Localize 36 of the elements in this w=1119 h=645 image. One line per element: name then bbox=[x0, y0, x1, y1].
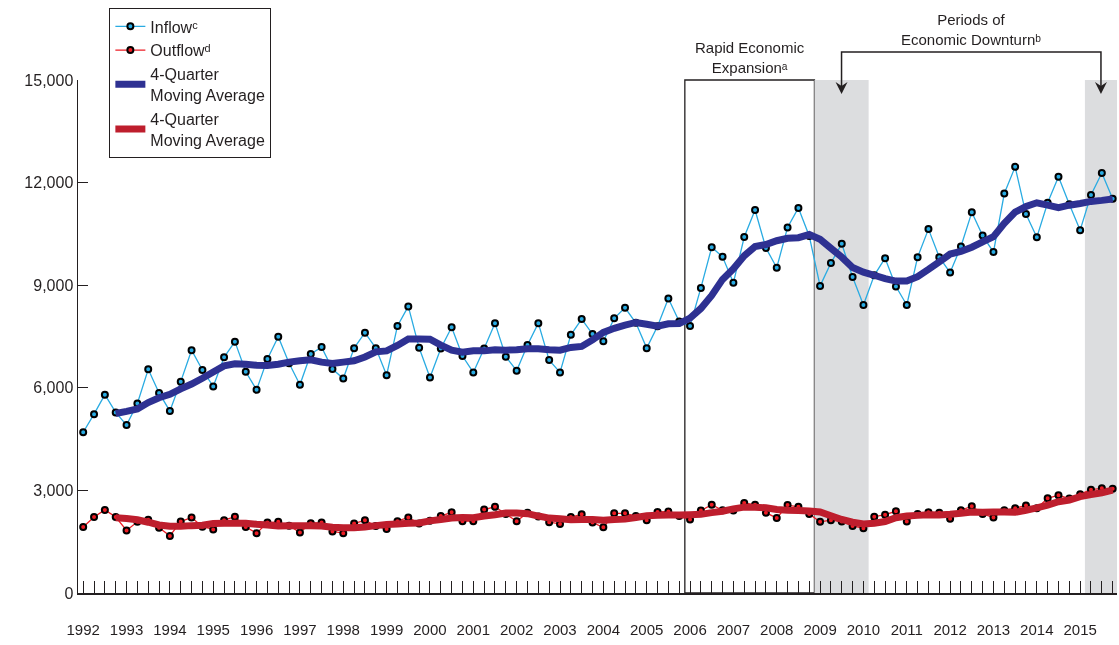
x-tick-label: 2004 bbox=[586, 620, 621, 638]
x-tick-label: 2013 bbox=[976, 620, 1011, 638]
x-tick-label: 2003 bbox=[543, 620, 577, 638]
y-tick-label: 9,000 bbox=[33, 276, 74, 294]
band-label: Rapid Economic Expansionᵃ bbox=[695, 39, 805, 76]
y-tick-label: 3,000 bbox=[33, 482, 74, 499]
x-tick-label: 1994 bbox=[153, 620, 187, 638]
x-tick-label: 2015 bbox=[1063, 620, 1097, 638]
x-tick-label: 2006 bbox=[673, 620, 707, 638]
legend-label: Outflowᵈ bbox=[150, 42, 211, 60]
text: Periods of Economic Downturnᵇ bbox=[901, 11, 1042, 48]
x-tick-label: 1998 bbox=[326, 620, 360, 638]
x-tick-label: 2001 bbox=[456, 620, 490, 638]
x-tick-label: 2009 bbox=[803, 620, 837, 638]
x-tick-label: 2005 bbox=[630, 620, 664, 638]
legend-label: Inflowᶜ bbox=[150, 18, 199, 36]
x-tick-label: 2010 bbox=[846, 620, 881, 638]
x-tick-label: 1997 bbox=[283, 620, 317, 638]
x-tick-label: 2002 bbox=[499, 620, 534, 638]
x-tick-label: 2012 bbox=[933, 620, 967, 638]
legend-label: 4-Quarter Moving Average bbox=[150, 66, 265, 104]
x-tick-label: 2000 bbox=[413, 620, 447, 638]
x-tick-label: 2011 bbox=[890, 620, 923, 638]
y-tick-label: 12,000 bbox=[24, 174, 74, 192]
x-tick-label: 1993 bbox=[109, 620, 144, 638]
x-tick-label: 1992 bbox=[66, 620, 100, 638]
legend-label: 4-Quarter Moving Average bbox=[150, 110, 265, 149]
x-tick-label: 1995 bbox=[196, 620, 230, 638]
x-tick-label: 2008 bbox=[760, 620, 794, 638]
y-tick-label: 0 bbox=[64, 584, 74, 602]
x-tick-label: 2007 bbox=[716, 620, 751, 638]
x-tick-label: 1999 bbox=[369, 620, 404, 638]
x-tick-label: 2014 bbox=[1020, 620, 1054, 638]
x-tick-label: 1996 bbox=[239, 620, 274, 638]
y-tick-label: 15,000 bbox=[24, 71, 74, 89]
y-tick-label: 6,000 bbox=[33, 379, 74, 397]
